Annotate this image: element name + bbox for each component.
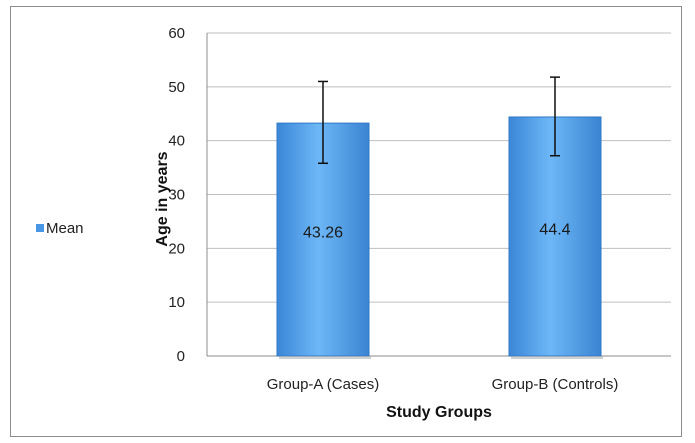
bars — [276, 116, 603, 359]
y-tick-label: 40 — [168, 133, 185, 150]
y-tick-label: 20 — [168, 240, 185, 257]
chart-svg: 0 10 20 30 40 50 60 Group-A (Cases) Group-B (Co… — [36, 25, 671, 421]
bar-shadow — [511, 356, 603, 359]
bar — [508, 116, 602, 357]
legend-label-mean: Mean — [46, 220, 84, 237]
x-category-labels: Group-A (Cases) Group-B (Controls) — [267, 376, 619, 393]
legend-swatch-mean — [36, 224, 44, 232]
chart-frame: 0 10 20 30 40 50 60 Group-A (Cases) Group-B (Co… — [10, 6, 682, 437]
y-tick-label: 30 — [168, 187, 185, 204]
x-category-label: Group-A (Cases) — [267, 376, 380, 393]
y-tick-label: 10 — [168, 294, 185, 311]
error-bars — [318, 76, 560, 165]
bar-shadow — [279, 356, 371, 359]
data-labels: 43.26 44.4 — [303, 221, 571, 241]
y-tick-label: 60 — [168, 25, 185, 42]
y-tick-label: 0 — [177, 348, 185, 365]
y-tick-label: 50 — [168, 79, 185, 96]
x-category-label: Group-B (Controls) — [492, 376, 619, 393]
y-axis-title: Age in years — [154, 151, 171, 246]
legend: Mean — [36, 220, 84, 237]
data-label: 43.26 — [303, 225, 343, 242]
y-tick-labels: 0 10 20 30 40 50 60 — [168, 25, 185, 365]
data-label: 44.4 — [539, 221, 570, 238]
x-axis-title: Study Groups — [386, 404, 492, 421]
